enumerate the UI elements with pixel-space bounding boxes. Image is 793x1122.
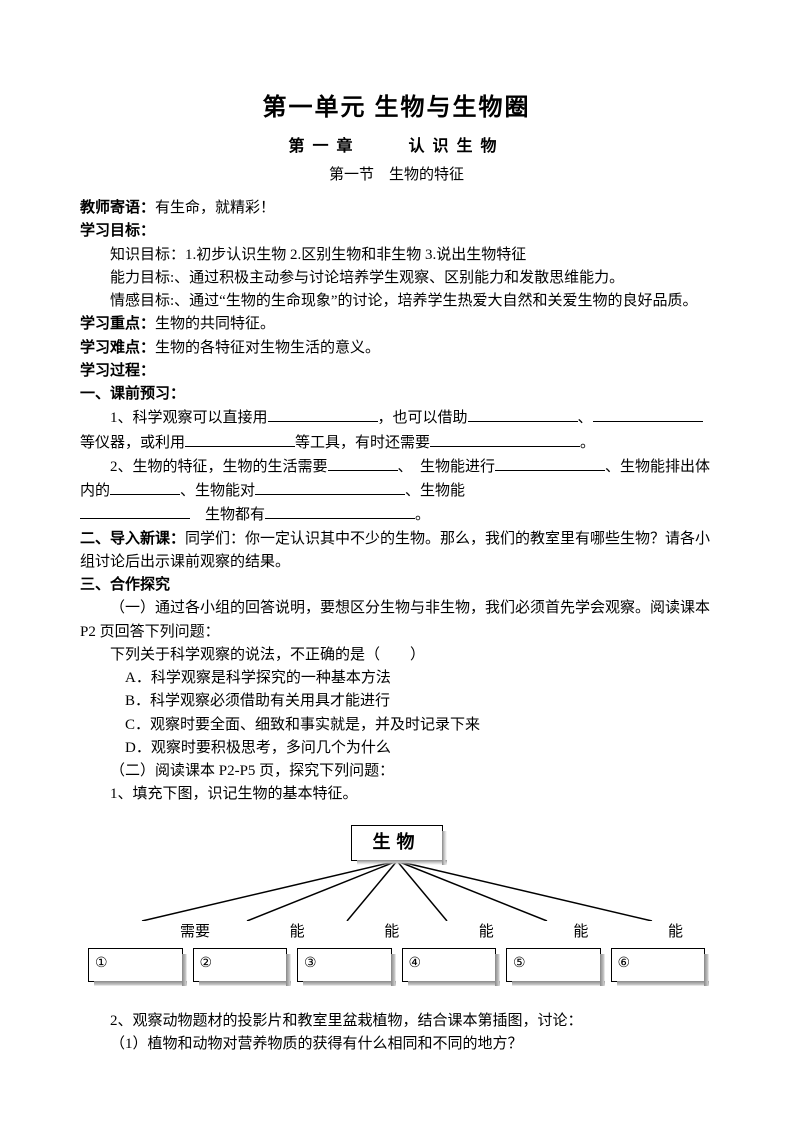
goal-knowledge-label: 知识目标： [110, 247, 185, 263]
blank[interactable] [80, 503, 190, 519]
chapter-title: 第一章 认识生物 [80, 135, 713, 160]
q2-text-a: 2、观察动物题材的投影片和教室里盆栽植物，结合课本第插图，讨论： [110, 1013, 583, 1029]
diagram-boxes-row: ① ② ③ ④ ⑤ ⑥ [80, 948, 713, 982]
section-title: 第一节 生物的特征 [80, 164, 713, 187]
q2-line-a: 2、观察动物题材的投影片和教室里盆栽植物，结合课本第插图，讨论： [80, 1010, 713, 1033]
goal-knowledge: 知识目标：1.初步认识生物 2.区别生物和非生物 3.说出生物特征 [80, 244, 713, 267]
goal-ability-label: 能力目标:、 [110, 270, 189, 286]
coop-p1-text: （一）通过各小组的回答说明，要想区分生物与非生物，我们必须首先学会观察。阅读课本… [80, 600, 710, 639]
diagram-box-5[interactable]: ⑤ [506, 948, 601, 982]
branch-label: 能 [668, 921, 683, 944]
diagram-box-1[interactable]: ① [88, 948, 183, 982]
q2-text-b: （1）植物和动物对营养物质的获得有什么相同和不同的地方？ [110, 1036, 523, 1052]
blank[interactable] [593, 406, 703, 422]
branch-label: 需要 [180, 921, 210, 944]
pre-q2: 2、生物的特征，生物的生活需要、 生物能进行、生物能排出体内的、生物能对、生物能… [80, 455, 713, 528]
pre-q1-b: ，也可以借助 [378, 410, 468, 426]
blank[interactable] [328, 455, 398, 471]
teacher-message-line: 教师寄语：有生命，就精彩！ [80, 197, 713, 220]
option-b[interactable]: B．科学观察必须借助有关用具才能进行 [125, 690, 713, 713]
blank[interactable] [265, 503, 415, 519]
pre-q2-f: 生物都有 [190, 507, 265, 523]
concept-diagram: 生物 需要 能 能 能 能 能 ① ② ③ ④ ⑤ ⑥ [80, 825, 713, 982]
pre-q1-d: 等仪器，或利用 [80, 435, 185, 451]
option-c[interactable]: C．观察时要全面、细致和事实就是，并及时记录下来 [125, 714, 713, 737]
branch-label: 能 [479, 921, 494, 944]
diagram-box-4[interactable]: ④ [402, 948, 497, 982]
intro-label: 二、导入新课： [80, 531, 185, 547]
diagram-box-3[interactable]: ③ [297, 948, 392, 982]
blank[interactable] [468, 406, 578, 422]
coop-p2: （二）阅读课本 P2-P5 页，探究下列问题： [80, 760, 713, 783]
diffpoint-text: 生物的各特征对生物生活的意义。 [155, 340, 380, 356]
blank[interactable] [495, 455, 605, 471]
diagram-root-box: 生物 [351, 825, 443, 861]
learning-goal-label: 学习目标： [80, 220, 713, 243]
pre-q2-b: 、 生物能进行 [398, 459, 496, 475]
coop-question: 下列关于科学观察的说法，不正确的是（ ） [80, 644, 713, 667]
branch-label: 能 [573, 921, 588, 944]
goal-emotion-text: 通过“生物的生命现象”的讨论，培养学生热爱大自然和关爱生物的良好品质。 [189, 293, 697, 309]
goal-emotion-label: 情感目标:、 [110, 293, 189, 309]
pre-q1-f: 。 [580, 435, 595, 451]
diagram-lines [87, 861, 707, 921]
diffpoint-label: 学习难点： [80, 340, 155, 356]
keypoint-label: 学习重点： [80, 316, 155, 332]
teacher-message-label: 教师寄语： [80, 200, 155, 216]
goal-ability: 能力目标:、通过积极主动参与讨论培养学生观察、区别能力和发散思维能力。 [80, 267, 713, 290]
pre-q2-g: 。 [415, 507, 430, 523]
option-a[interactable]: A．科学观察是科学探究的一种基本方法 [125, 667, 713, 690]
blank[interactable] [110, 479, 180, 495]
diagram-box-6[interactable]: ⑥ [611, 948, 706, 982]
blank[interactable] [430, 431, 580, 447]
options-list: A．科学观察是科学探究的一种基本方法 B．科学观察必须借助有关用具才能进行 C．… [80, 667, 713, 760]
coop-label: 三、合作探究 [80, 574, 713, 597]
diagram-box-2[interactable]: ② [193, 948, 288, 982]
diagram-branch-labels: 需要 能 能 能 能 能 [80, 921, 713, 948]
teacher-message-text: 有生命，就精彩！ [155, 200, 275, 216]
branch-label: 能 [290, 921, 305, 944]
unit-title: 第一单元 生物与生物圈 [80, 90, 713, 127]
pre-q1-c: 、 [578, 410, 593, 426]
blank[interactable] [255, 479, 405, 495]
pre-q1: 1、科学观察可以直接用 ，也可以借助 、 等仪器，或利用 等工具，有时还需要 。 [80, 406, 713, 455]
process-label: 学习过程： [80, 360, 713, 383]
option-d[interactable]: D．观察时要积极思考，多问几个为什么 [125, 737, 713, 760]
pre-q2-a: 2、生物的特征，生物的生活需要 [110, 459, 328, 475]
branch-label: 能 [384, 921, 399, 944]
diffpoint-line: 学习难点：生物的各特征对生物生活的意义。 [80, 337, 713, 360]
coop-p1: （一）通过各小组的回答说明，要想区分生物与非生物，我们必须首先学会观察。阅读课本… [80, 597, 713, 644]
worksheet-page: 第一单元 生物与生物圈 第一章 认识生物 第一节 生物的特征 教师寄语：有生命，… [0, 0, 793, 1122]
pre-q1-e: 等工具，有时还需要 [295, 435, 430, 451]
goal-knowledge-text: 1.初步认识生物 2.区别生物和非生物 3.说出生物特征 [185, 247, 526, 263]
keypoint-text: 生物的共同特征。 [155, 316, 275, 332]
goal-emotion: 情感目标:、通过“生物的生命现象”的讨论，培养学生热爱大自然和关爱生物的良好品质… [80, 290, 713, 313]
blank[interactable] [185, 431, 295, 447]
pre-q1-a: 1、科学观察可以直接用 [110, 410, 268, 426]
blank[interactable] [268, 406, 378, 422]
pre-q2-d: 、生物能对 [180, 483, 255, 499]
intro-line: 二、导入新课：同学们：你一定认识其中不少的生物。那么，我们的教室里有哪些生物？请… [80, 528, 713, 575]
goal-ability-text: 通过积极主动参与讨论培养学生观察、区别能力和发散思维能力。 [189, 270, 624, 286]
preclass-label: 一、课前预习： [80, 383, 713, 406]
coop-p3: 1、填充下图，识记生物的基本特征。 [80, 783, 713, 806]
keypoint-line: 学习重点：生物的共同特征。 [80, 313, 713, 336]
pre-q2-e: 、生物能 [405, 483, 465, 499]
q2-line-b: （1）植物和动物对营养物质的获得有什么相同和不同的地方？ [80, 1033, 713, 1056]
